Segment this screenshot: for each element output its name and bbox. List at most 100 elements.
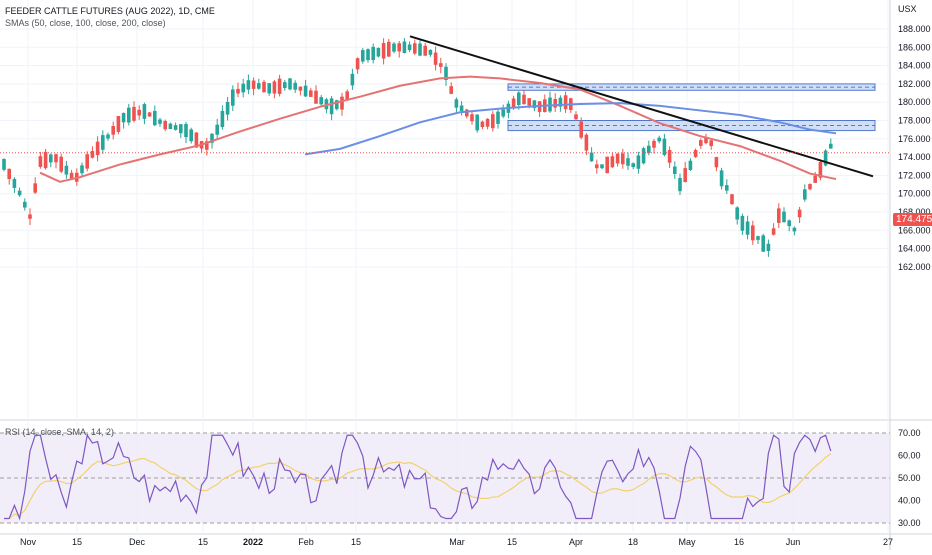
candle-body <box>319 97 323 105</box>
candle-body <box>215 124 219 135</box>
candle-body <box>361 50 365 62</box>
candle-body <box>600 164 604 169</box>
rsi-tick-label: 50.00 <box>898 473 921 483</box>
candle-body <box>12 178 17 188</box>
last-price-tag: 174.475 <box>893 213 932 226</box>
candle-body <box>381 43 386 59</box>
candle-body <box>387 41 391 57</box>
candle-body <box>688 160 693 170</box>
rsi-tick-label: 70.00 <box>898 428 921 438</box>
candle-body <box>303 85 308 97</box>
candle-body <box>751 225 755 241</box>
candle-body <box>683 168 687 182</box>
candle-body <box>428 49 433 55</box>
candle-body <box>272 81 277 94</box>
candle-body <box>38 156 43 167</box>
candle-body <box>475 114 479 131</box>
candle-body <box>293 82 297 90</box>
candle-body <box>584 134 589 151</box>
x-tick-label: 27 <box>883 537 893 547</box>
candle-body <box>298 86 303 91</box>
candle-body <box>647 145 651 154</box>
y-tick-label: 186.000 <box>898 42 931 52</box>
candle-body <box>719 170 724 187</box>
candle-body <box>329 98 334 115</box>
candle-body <box>454 99 459 108</box>
candle-body <box>704 138 708 144</box>
candle-body <box>563 95 568 110</box>
candle-body <box>283 82 287 89</box>
candle-body <box>641 148 646 164</box>
y-tick-label: 176.000 <box>898 134 931 144</box>
candle-body <box>184 124 188 138</box>
candle-body <box>309 90 313 97</box>
candle-body <box>792 227 797 232</box>
candle-body <box>402 41 407 54</box>
candle-body <box>777 208 781 223</box>
candle-body <box>28 214 32 219</box>
candle-body <box>314 90 318 104</box>
candle-body <box>771 228 776 235</box>
candle-body <box>579 121 583 138</box>
candle-body <box>803 189 807 200</box>
candle-body <box>714 157 719 168</box>
candle-body <box>350 73 355 86</box>
candle-body <box>740 215 745 231</box>
y-tick-label: 174.000 <box>898 152 931 162</box>
sma100-line <box>304 102 837 156</box>
chart-legend: FEEDER CATTLE FUTURES (AUG 2022), 1D, CM… <box>5 5 215 29</box>
candle-body <box>345 91 349 100</box>
candle-body <box>522 94 526 105</box>
rsi-legend: RSI (14, close, SMA, 14, 2) <box>5 427 115 437</box>
candle-body <box>392 43 396 52</box>
candle-body <box>595 164 599 169</box>
candle-body <box>527 98 531 106</box>
candle-body <box>532 100 537 109</box>
candle-body <box>80 165 84 174</box>
candle-body <box>158 119 162 124</box>
y-tick-label: 162.000 <box>898 262 931 272</box>
candle-body <box>631 163 635 168</box>
candle-body <box>782 211 786 223</box>
candle-body <box>220 110 225 128</box>
x-tick-label: Nov <box>20 537 37 547</box>
candle-body <box>127 107 131 123</box>
candle-body <box>33 183 37 193</box>
sma50-line <box>39 75 837 183</box>
candle-body <box>262 81 266 93</box>
candle-body <box>439 63 443 67</box>
candle-body <box>54 154 58 163</box>
y-tick-label: 178.000 <box>898 116 931 126</box>
x-tick-label: Apr <box>569 537 583 547</box>
candle-body <box>340 96 344 110</box>
candle-body <box>397 43 401 52</box>
candle-body <box>730 194 734 205</box>
y-tick-label: 182.000 <box>898 79 931 89</box>
candle-body <box>693 150 698 157</box>
candle-body <box>205 141 209 150</box>
candle-body <box>132 106 136 121</box>
currency-label: USX <box>898 4 917 14</box>
y-tick-label: 184.000 <box>898 61 931 71</box>
candle-body <box>662 138 667 155</box>
rsi-tick-label: 30.00 <box>898 518 921 528</box>
candle-body <box>589 152 594 162</box>
candle-body <box>605 156 609 174</box>
y-tick-label: 164.000 <box>898 244 931 254</box>
candle-body <box>376 47 381 57</box>
x-tick-label: 15 <box>351 537 361 547</box>
candle-body <box>808 184 812 190</box>
candle-body <box>423 45 427 56</box>
candle-body <box>153 110 157 126</box>
y-tick-label: 172.000 <box>898 170 931 180</box>
candle-body <box>766 243 771 251</box>
candle-body <box>288 78 292 90</box>
candle-body <box>366 49 370 61</box>
candle-body <box>678 177 682 192</box>
candle-body <box>23 201 27 208</box>
candle-body <box>95 141 100 156</box>
candle-body <box>106 134 110 139</box>
candle-body <box>101 135 105 150</box>
